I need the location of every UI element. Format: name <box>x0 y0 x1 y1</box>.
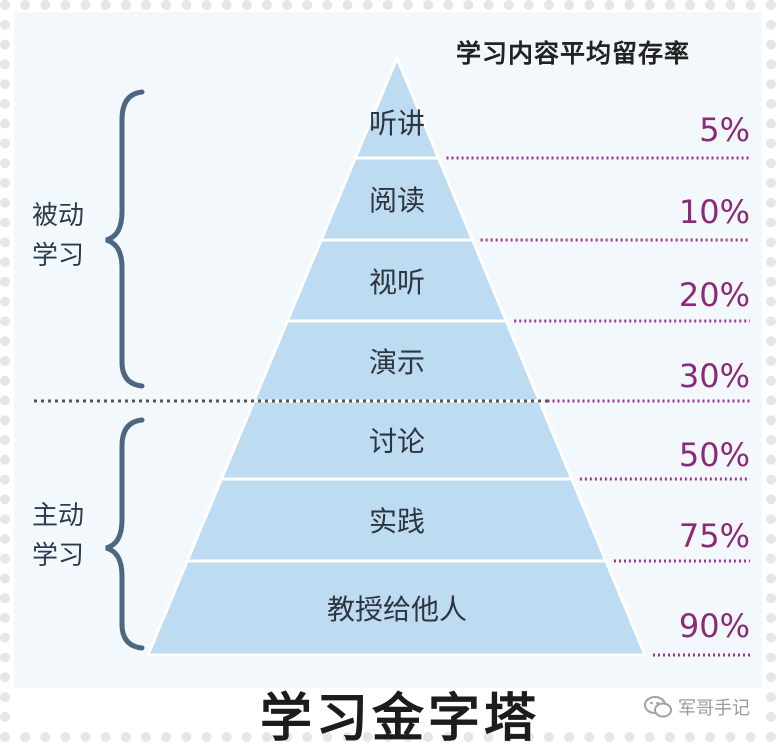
tier-label: 实践 <box>369 500 425 540</box>
tier-label: 阅读 <box>369 179 425 219</box>
wechat-icon <box>644 696 672 718</box>
passive-bracket <box>106 92 142 386</box>
retention-rate: 75% <box>679 517 750 555</box>
retention-rate: 90% <box>679 607 750 645</box>
tier-label: 讨论 <box>369 420 425 460</box>
retention-rate: 5% <box>699 111 750 149</box>
active-learning-label: 主动 学习 <box>32 496 84 576</box>
active-label-line2: 学习 <box>32 536 84 576</box>
passive-label-line2: 学习 <box>32 236 84 276</box>
retention-rate: 10% <box>679 193 750 231</box>
tier-label: 视听 <box>369 261 425 301</box>
pyramid-title: 学习金字塔 <box>260 676 540 751</box>
tier-label: 演示 <box>369 341 425 381</box>
watermark-text: 军哥手记 <box>678 694 750 720</box>
passive-learning-label: 被动 学习 <box>32 196 84 276</box>
active-label-line1: 主动 <box>32 496 84 536</box>
tier-label: 听讲 <box>369 102 425 142</box>
passive-label-line1: 被动 <box>32 196 84 236</box>
tier-label: 教授给他人 <box>327 588 467 628</box>
watermark: 军哥手记 <box>644 694 750 720</box>
retention-rate: 20% <box>679 276 750 314</box>
retention-rate: 50% <box>679 436 750 474</box>
active-bracket <box>106 420 142 648</box>
retention-rate: 30% <box>679 357 750 395</box>
